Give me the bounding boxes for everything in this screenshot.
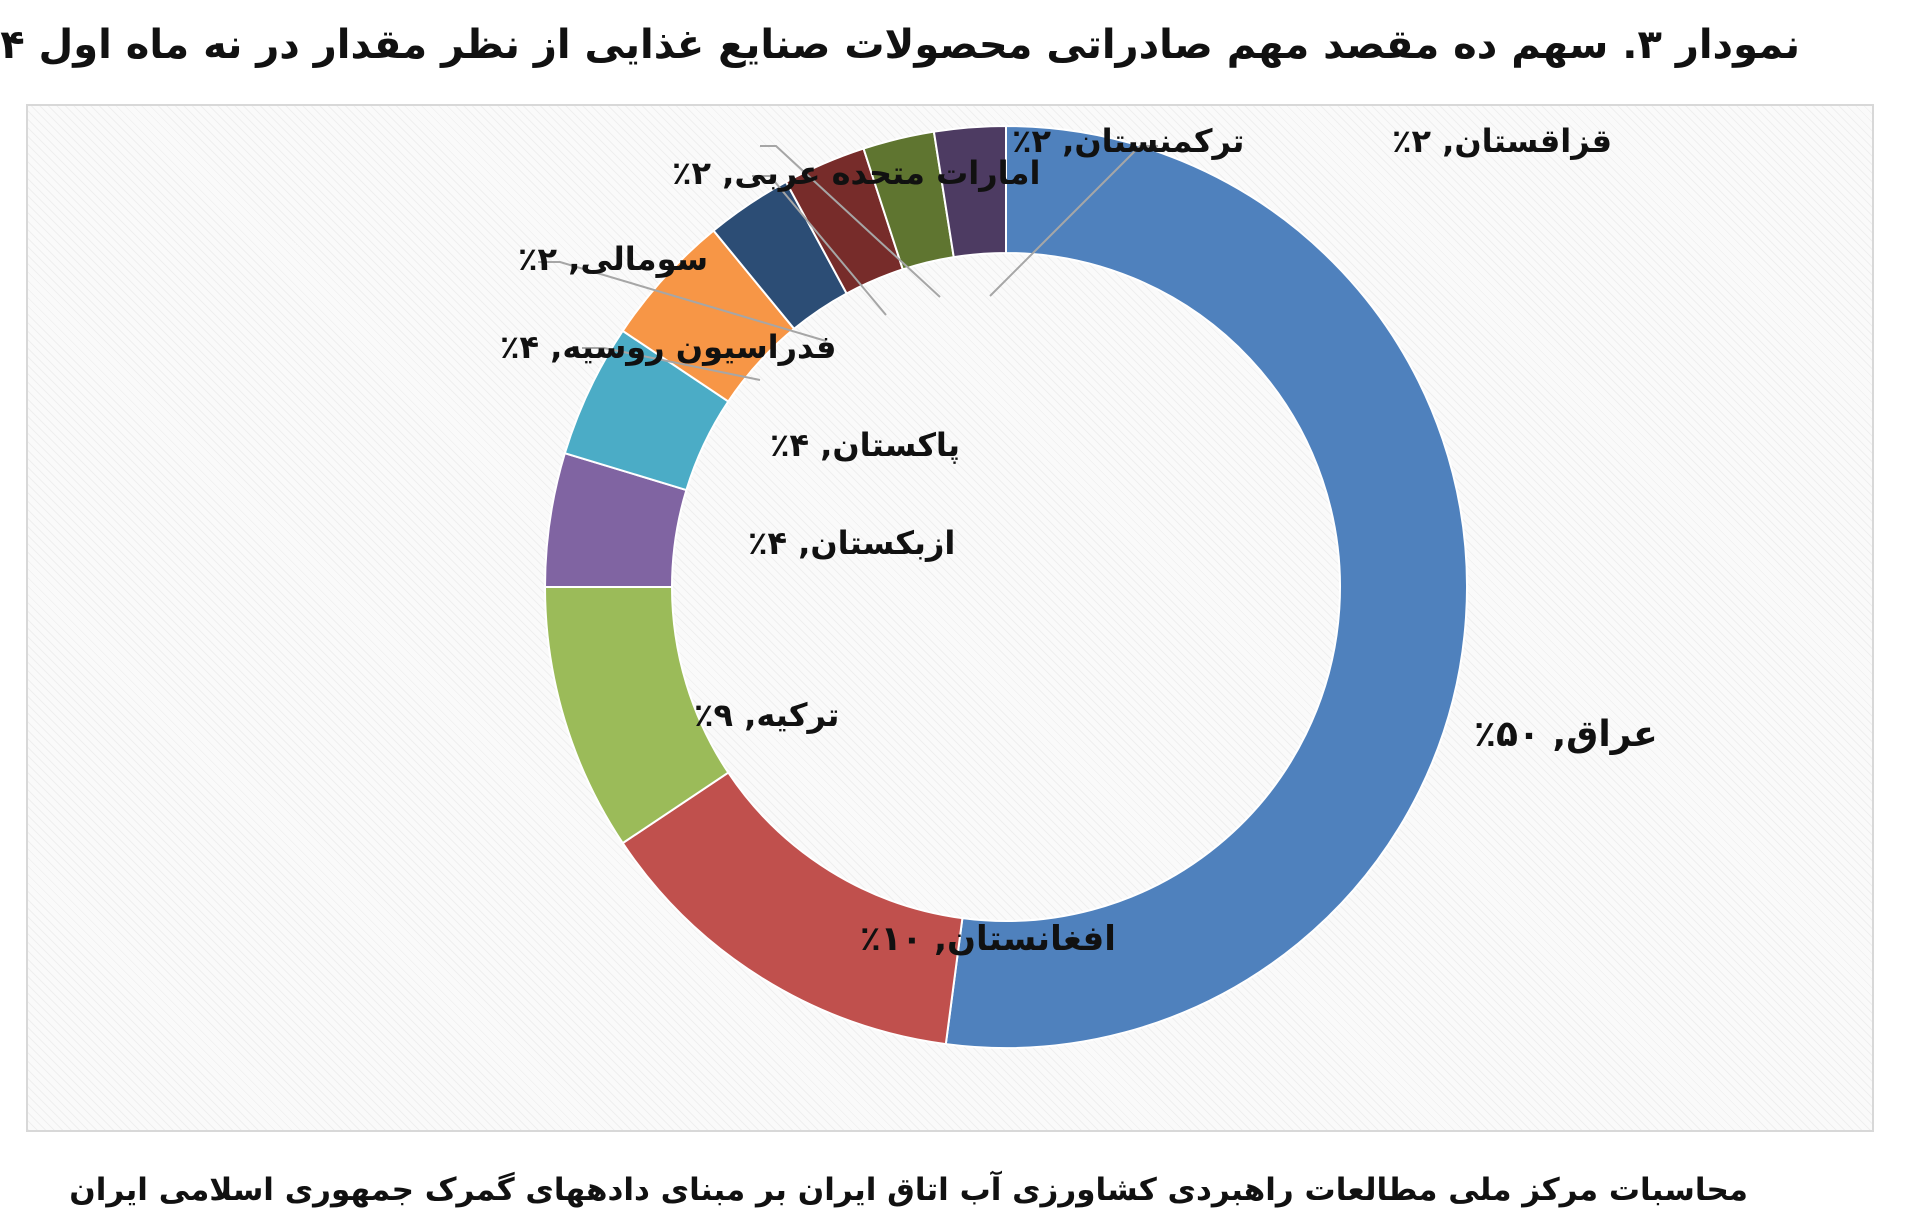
data-label-2: افغانستان, ۱۰٪ xyxy=(860,919,1116,959)
leader-line-9 xyxy=(760,145,941,298)
slices-group xyxy=(543,124,1468,1049)
data-label-6: فدراسیون روسیه, ۴٪ xyxy=(500,328,836,366)
leader-line-7 xyxy=(538,261,827,342)
data-label-3: ترکیه, ۹٪ xyxy=(694,696,839,734)
data-label-5: پاکستان, ۴٪ xyxy=(770,426,960,464)
data-label-9: ترکمنستان, ۲٪ xyxy=(1012,122,1244,160)
slice-10 xyxy=(932,124,1007,259)
data-label-8: امارات متحده عربی, ۲٪ xyxy=(672,154,1040,192)
chart-title: نمودار ۳. سهم ده مقصد مهم صادراتی محصولا… xyxy=(0,22,1800,68)
leader-line-10 xyxy=(989,145,1158,297)
slice-1 xyxy=(944,124,1468,1049)
data-label-7: سومالی, ۲٪ xyxy=(518,240,708,278)
data-label-1: عراق, ۵۰٪ xyxy=(1474,714,1658,755)
data-labels-group: عراق, ۵۰٪ افغانستان, ۱۰٪ ترکیه, ۹٪ ازبکستان… xyxy=(500,122,1658,959)
leader-line-8 xyxy=(752,175,887,316)
leader-line-6 xyxy=(582,347,761,381)
leader-lines-group xyxy=(538,145,1158,381)
source-note: محاسبات مرکز ملی مطالعات راهبردی کشاورزی… xyxy=(69,1172,1748,1208)
data-label-4: ازبکستان, ۴٪ xyxy=(748,524,955,562)
slice-2 xyxy=(621,771,964,1046)
data-label-10: قزاقستان, ۲٪ xyxy=(1392,122,1612,160)
